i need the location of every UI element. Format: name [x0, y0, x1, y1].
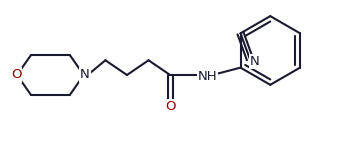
- Text: NH: NH: [198, 70, 217, 83]
- Text: N: N: [250, 55, 260, 68]
- Text: O: O: [11, 69, 21, 81]
- Text: N: N: [80, 69, 90, 81]
- Text: O: O: [165, 100, 176, 113]
